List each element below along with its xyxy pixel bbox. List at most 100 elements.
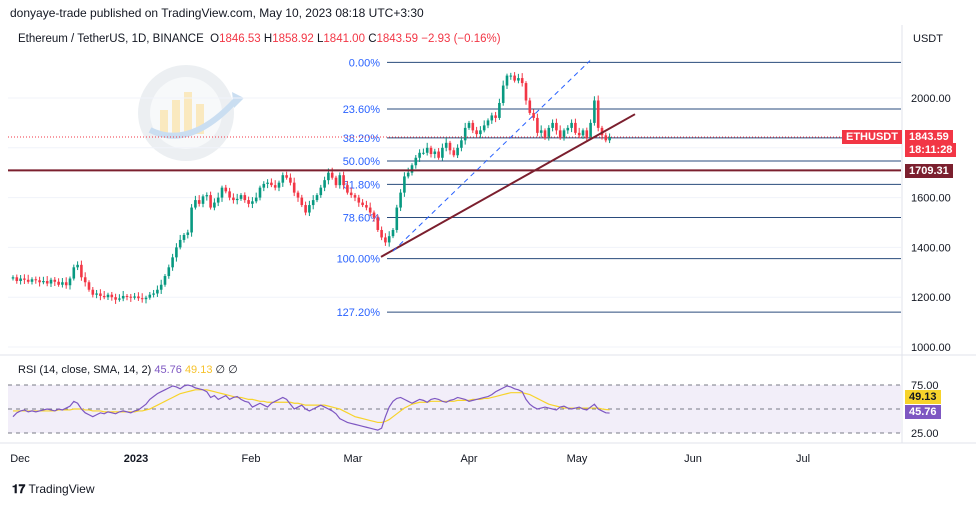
candle-body	[365, 205, 368, 208]
candle-body	[338, 175, 342, 186]
candle-body	[68, 278, 72, 286]
price-axis[interactable]: 2000.001800.001600.001400.001200.001000.…	[911, 93, 951, 440]
candle-body	[334, 177, 338, 186]
candle-body	[471, 122, 475, 131]
candle-body	[289, 177, 292, 183]
candle-body	[15, 277, 19, 282]
candle-body	[577, 132, 581, 136]
candle-body	[220, 187, 224, 198]
symbol-legend[interactable]: Ethereum / TetherUS, 1D, BINANCE O1846.5…	[18, 33, 501, 45]
fib-label: 50.00%	[343, 156, 381, 168]
rsi-legend-sma: 49.13	[184, 364, 213, 376]
candle-body	[387, 236, 391, 243]
time-tick-label: 2023	[124, 453, 148, 465]
fib-label: 23.60%	[343, 104, 381, 116]
fib-label: 100.00%	[337, 254, 381, 266]
candle-body	[144, 297, 148, 300]
candle-body	[444, 142, 448, 148]
rsi-line	[12, 384, 610, 431]
ticker-tag: ETHUSDT	[842, 130, 902, 144]
candle-body	[285, 175, 288, 178]
candle-body	[467, 122, 471, 128]
candle-body	[95, 293, 98, 295]
candle-body	[243, 195, 247, 201]
candle-body	[201, 196, 205, 204]
time-axis[interactable]: Dec 2023 Feb Mar Apr May Jun Jul	[10, 453, 810, 465]
candle-body	[251, 201, 254, 204]
candle-body	[175, 247, 178, 258]
candle-body	[460, 140, 463, 148]
candle-body	[182, 234, 186, 240]
candle-body	[45, 281, 49, 284]
candle-body	[604, 135, 608, 141]
candle-body	[353, 195, 357, 198]
fibonacci-levels: 0.00% 23.60% 38.20% 50.00% 61.80% 78.60% 100.0…	[337, 57, 901, 319]
change-value: −2.93 (−0.16%)	[421, 33, 501, 45]
candle-body	[53, 279, 57, 282]
rsi-legend[interactable]: RSI (14, close, SMA, 14, 2) 45.76 49.13 …	[18, 363, 238, 376]
candle-body	[456, 147, 459, 156]
candle-body	[26, 279, 30, 282]
candle-body	[418, 152, 421, 158]
rsi-legend-value: 45.76	[154, 364, 182, 376]
candle-body	[308, 205, 311, 213]
candle-body	[327, 172, 330, 181]
candle-body	[171, 257, 174, 268]
publisher-line: donyaye-trade published on TradingView.c…	[10, 6, 424, 20]
candle-body	[403, 176, 406, 193]
candle-body	[114, 297, 117, 300]
close-value: 1843.59	[376, 33, 419, 45]
candle-body	[197, 200, 201, 204]
candle-body	[486, 120, 490, 126]
candle-body	[368, 207, 372, 213]
candle-body	[156, 289, 159, 294]
candle-body	[524, 83, 528, 101]
candle-body	[121, 295, 125, 299]
candle-body	[42, 281, 45, 283]
time-tick-label: Jul	[796, 453, 810, 465]
candle-body	[87, 282, 91, 290]
candle-body	[330, 172, 334, 178]
candle-body	[34, 279, 38, 281]
candle-body	[224, 187, 228, 192]
rsi-series	[8, 384, 901, 434]
candle-body	[239, 195, 243, 199]
candle-body	[574, 122, 577, 133]
rsi-legend-title: RSI (14, close, SMA, 14, 2)	[18, 364, 152, 376]
fib-label: 0.00%	[349, 57, 380, 69]
candle-body	[11, 277, 15, 279]
candle-body	[323, 180, 326, 188]
fib-label: 78.60%	[343, 213, 381, 225]
candle-body	[137, 296, 140, 299]
candle-body	[281, 175, 285, 183]
candle-body	[448, 142, 452, 151]
candle-body	[190, 207, 193, 233]
candle-body	[437, 151, 440, 158]
candle-body	[555, 122, 558, 131]
countdown-tag: 18:11:28	[905, 143, 957, 157]
currency-label: USDT	[913, 33, 943, 45]
candle-body	[300, 197, 304, 206]
candle-body	[608, 136, 611, 141]
high-label: H	[263, 33, 273, 45]
candle-body	[585, 130, 589, 138]
candle-body	[414, 157, 418, 166]
price-tick-label: 2000.00	[911, 93, 951, 105]
open-value: 1846.53	[219, 33, 261, 45]
candle-body	[266, 182, 269, 184]
candle-body	[482, 125, 486, 131]
candle-body	[441, 147, 444, 158]
candle-body	[505, 75, 509, 86]
candle-body	[490, 115, 494, 121]
footer-brand: TradingView	[28, 482, 95, 496]
candle-body	[232, 197, 235, 201]
candle-body	[311, 200, 315, 206]
candle-body	[49, 279, 53, 284]
tradingview-logo-icon: 𝟏𝟕	[12, 482, 26, 496]
rsi-sma-line	[13, 389, 610, 424]
candle-body	[547, 127, 551, 138]
candle-body	[517, 78, 520, 81]
candle-body	[163, 276, 167, 285]
tradingview-footer[interactable]: 𝟏𝟕 TradingView	[12, 482, 95, 497]
